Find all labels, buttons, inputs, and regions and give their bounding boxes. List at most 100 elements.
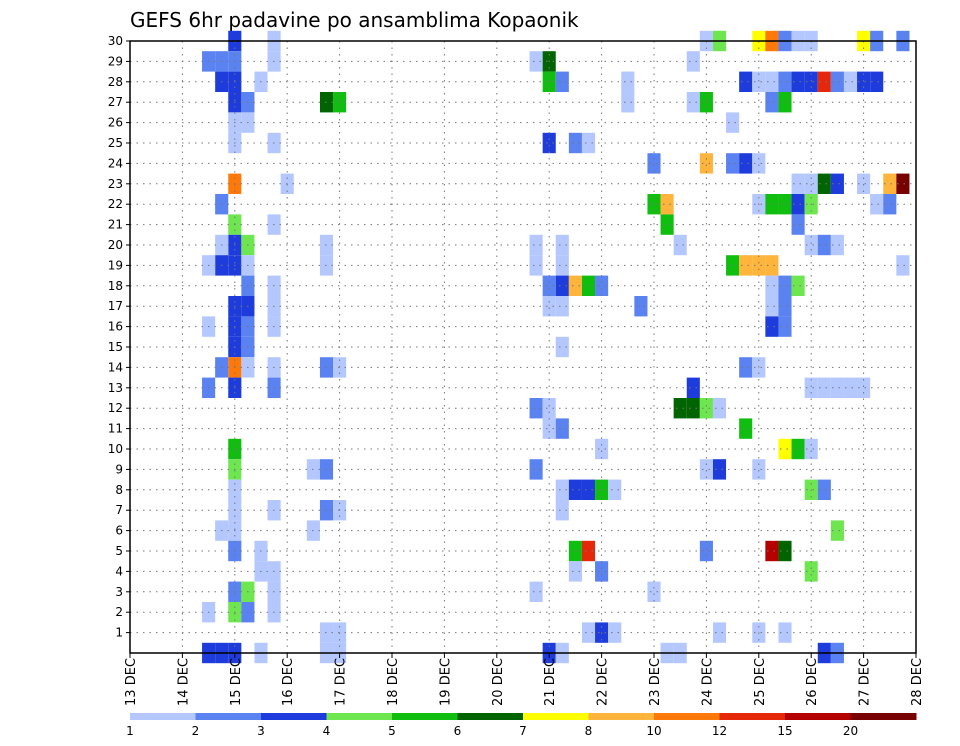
heatmap-cell <box>647 153 661 174</box>
heatmap-cell <box>791 438 805 460</box>
heatmap-cell <box>686 92 700 113</box>
heatmap-cell <box>791 194 805 215</box>
colorbar-label: 7 <box>519 724 527 738</box>
x-tick-label: 16 DEC <box>281 658 296 706</box>
heatmap-cell <box>778 540 792 562</box>
heatmap-cell <box>699 540 713 562</box>
x-tick-label: 15 DEC <box>229 658 244 706</box>
heatmap-cell <box>830 71 844 92</box>
heatmap-cell <box>843 71 858 92</box>
colorbar-label: 6 <box>454 724 462 738</box>
y-tick-label: 14 <box>108 360 123 374</box>
y-tick-label: 13 <box>108 381 123 395</box>
heatmap-cell <box>896 173 910 194</box>
heatmap-cell <box>568 132 582 154</box>
heatmap-cell <box>581 622 596 643</box>
heatmap-cell <box>752 255 766 276</box>
heatmap-cell <box>752 71 766 92</box>
colorbar-swatch <box>588 713 655 720</box>
heatmap-cell <box>699 92 713 113</box>
y-tick-label: 30 <box>108 34 123 48</box>
heatmap-cell <box>778 92 792 113</box>
heatmap-cell <box>804 234 818 256</box>
heatmap-cell <box>817 71 831 92</box>
heatmap-cell <box>595 561 609 582</box>
heatmap-cell <box>726 153 740 174</box>
colorbar-swatch <box>654 713 720 720</box>
heatmap-cell <box>581 275 596 296</box>
colorbar-label: 5 <box>388 724 396 738</box>
grid-lines <box>130 41 916 653</box>
heatmap-cell <box>712 622 727 643</box>
heatmap-cell <box>778 275 792 296</box>
heatmap-cell <box>739 153 753 174</box>
colorbar-swatch <box>130 713 196 720</box>
heatmap-cell <box>791 275 805 296</box>
heatmap-cell <box>778 438 792 460</box>
x-tick-label: 20 DEC <box>491 658 506 706</box>
colorbar-label: 10 <box>646 724 661 738</box>
heatmap-cell <box>699 398 713 419</box>
x-tick-label: 17 DEC <box>334 658 349 706</box>
y-tick-label: 19 <box>108 258 123 272</box>
heatmap-cell <box>555 418 569 439</box>
heatmap-cell <box>883 194 897 215</box>
heatmap-cell <box>804 71 818 92</box>
heatmap-cell <box>634 296 648 317</box>
heatmap-cell <box>673 234 687 256</box>
x-tick-label: 18 DEC <box>386 658 401 706</box>
heatmap-cell <box>529 234 543 256</box>
colorbar-label: 4 <box>323 724 331 738</box>
colorbar-swatch <box>326 713 393 720</box>
heatmap-cell <box>686 377 700 398</box>
heatmap-cell <box>857 377 871 398</box>
y-tick-label: 2 <box>115 605 123 619</box>
heatmap-cell <box>673 398 687 419</box>
colorbar-swatch <box>457 713 524 720</box>
y-tick-label: 4 <box>115 564 123 578</box>
colorbar-label: 3 <box>257 724 265 738</box>
heatmap-cell <box>804 377 818 398</box>
colorbar-label: 8 <box>585 724 593 738</box>
heatmap-cell <box>568 540 582 562</box>
heatmap-cell <box>621 71 635 92</box>
heatmap-cell <box>778 71 792 92</box>
x-tick-label: 26 DEC <box>805 658 820 706</box>
heatmap-cell <box>555 275 569 296</box>
heatmap-cell <box>870 194 884 215</box>
heatmap-cell <box>857 173 871 194</box>
heatmap-cells <box>202 30 910 664</box>
heatmap-cell <box>542 275 556 296</box>
heatmap-cell <box>529 459 543 480</box>
y-tick-label: 11 <box>108 422 123 436</box>
colorbar-label: 20 <box>843 724 858 738</box>
colorbar-swatch <box>195 713 262 720</box>
heatmap-cell <box>765 275 779 296</box>
y-tick-label: 18 <box>108 279 123 293</box>
y-tick-label: 8 <box>115 483 123 497</box>
heatmap-cell <box>817 173 831 194</box>
heatmap-cell <box>765 71 779 92</box>
heatmap-cell <box>765 296 779 317</box>
heatmap-cell <box>778 622 792 643</box>
heatmap-cell <box>791 71 805 92</box>
heatmap-cell <box>647 581 661 602</box>
heatmap-cell <box>804 438 818 460</box>
y-tick-label: 26 <box>108 116 123 130</box>
y-tick-label: 21 <box>108 218 123 232</box>
heatmap-cell <box>699 459 713 480</box>
heatmap-cell <box>529 51 543 72</box>
colorbar: 1 2 3 4 5 6 7 8 10 12 15 20 <box>126 713 917 738</box>
x-tick-label: 24 DEC <box>700 658 715 706</box>
y-tick-label: 16 <box>108 320 123 334</box>
heatmap-cell <box>843 377 858 398</box>
y-tick-label: 20 <box>108 238 123 252</box>
heatmap-cell <box>804 561 818 582</box>
heatmap-cell <box>595 438 609 460</box>
heatmap-cell <box>778 296 792 317</box>
heatmap-cell <box>817 479 831 500</box>
x-tick-label: 22 DEC <box>596 658 611 706</box>
heatmap-cell <box>830 173 844 194</box>
heatmap-cell <box>739 255 753 276</box>
x-tick-label: 25 DEC <box>753 658 768 706</box>
